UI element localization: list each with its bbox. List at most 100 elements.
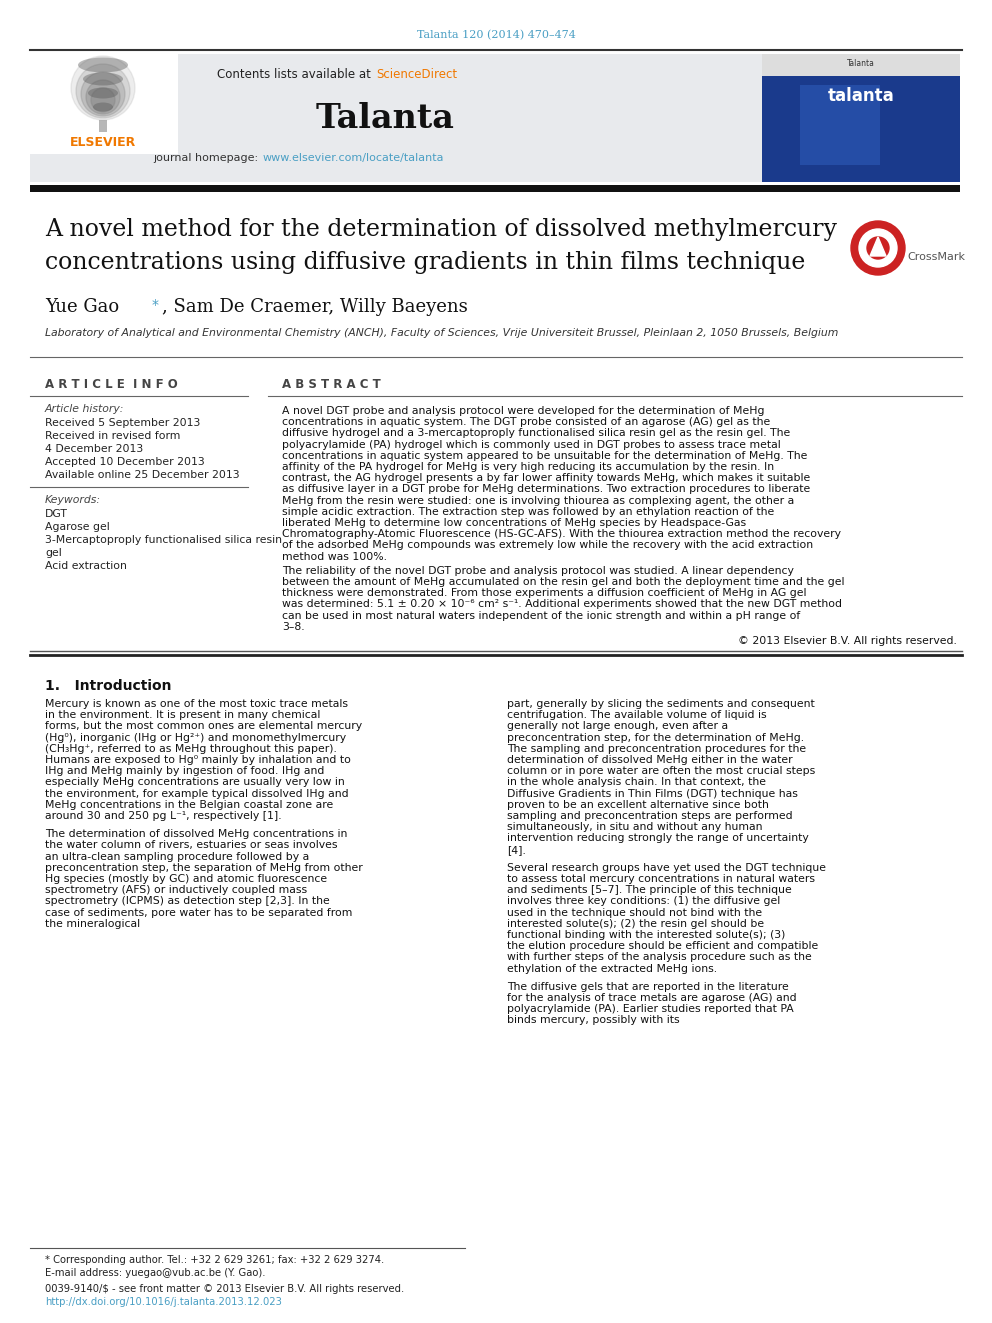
Text: The sampling and preconcentration procedures for the: The sampling and preconcentration proced… [507, 744, 806, 754]
Text: case of sediments, pore water has to be separated from: case of sediments, pore water has to be … [45, 908, 352, 918]
Text: interested solute(s); (2) the resin gel should be: interested solute(s); (2) the resin gel … [507, 918, 764, 929]
Text: the mineralogical: the mineralogical [45, 918, 140, 929]
Text: A R T I C L E  I N F O: A R T I C L E I N F O [45, 378, 178, 392]
Text: 3–8.: 3–8. [282, 622, 305, 632]
Ellipse shape [78, 57, 128, 73]
Text: intervention reducing strongly the range of uncertainty: intervention reducing strongly the range… [507, 833, 808, 843]
Circle shape [91, 89, 115, 112]
Bar [800, 85, 880, 165]
Text: , Sam De Craemer, Willy Baeyens: , Sam De Craemer, Willy Baeyens [162, 298, 468, 316]
Text: was determined: 5.1 ± 0.20 × 10⁻⁶ cm² s⁻¹. Additional experiments showed that th: was determined: 5.1 ± 0.20 × 10⁻⁶ cm² s⁻… [282, 599, 842, 610]
Text: 0039-9140/$ - see front matter © 2013 Elsevier B.V. All rights reserved.: 0039-9140/$ - see front matter © 2013 El… [45, 1285, 405, 1294]
Text: A novel method for the determination of dissolved methylmercury
concentrations u: A novel method for the determination of … [45, 218, 837, 274]
Bar [30, 185, 960, 192]
Text: polyacrylamide (PA) hydrogel which is commonly used in DGT probes to assess trac: polyacrylamide (PA) hydrogel which is co… [282, 439, 781, 450]
Text: journal homepage:: journal homepage: [154, 153, 262, 163]
Text: Diffusive Gradients in Thin Films (DGT) technique has: Diffusive Gradients in Thin Films (DGT) … [507, 789, 798, 799]
Text: (Hg⁰), inorganic (IHg or Hg²⁺) and monomethylmercury: (Hg⁰), inorganic (IHg or Hg²⁺) and monom… [45, 733, 346, 742]
Text: an ultra-clean sampling procedure followed by a: an ultra-clean sampling procedure follow… [45, 852, 310, 861]
Text: the water column of rivers, estuaries or seas involves: the water column of rivers, estuaries or… [45, 840, 337, 851]
Text: simultaneously, in situ and without any human: simultaneously, in situ and without any … [507, 822, 763, 832]
Text: of the adsorbed MeHg compounds was extremely low while the recovery with the aci: of the adsorbed MeHg compounds was extre… [282, 540, 813, 550]
Bar [762, 54, 960, 183]
Text: Humans are exposed to Hg⁰ mainly by inhalation and to: Humans are exposed to Hg⁰ mainly by inha… [45, 755, 351, 765]
Text: © 2013 Elsevier B.V. All rights reserved.: © 2013 Elsevier B.V. All rights reserved… [738, 636, 957, 646]
Circle shape [867, 237, 889, 259]
Text: preconcentration step, the separation of MeHg from other: preconcentration step, the separation of… [45, 863, 363, 873]
Text: 3-Mercaptoproply functionalised silica resin: 3-Mercaptoproply functionalised silica r… [45, 534, 282, 545]
Text: Laboratory of Analytical and Environmental Chemistry (ANCH), Faculty of Sciences: Laboratory of Analytical and Environment… [45, 328, 838, 337]
Circle shape [81, 71, 125, 116]
Text: The diffusive gels that are reported in the literature: The diffusive gels that are reported in … [507, 982, 789, 992]
Text: thickness were demonstrated. From those experiments a diffusion coefficient of M: thickness were demonstrated. From those … [282, 589, 806, 598]
Text: as diffusive layer in a DGT probe for MeHg determinations. Two extraction proced: as diffusive layer in a DGT probe for Me… [282, 484, 810, 495]
Ellipse shape [83, 73, 123, 86]
Text: Contents lists available at: Contents lists available at [217, 69, 375, 82]
Text: Hg species (mostly by GC) and atomic fluorescence: Hg species (mostly by GC) and atomic flu… [45, 875, 327, 884]
Text: Talanta: Talanta [315, 102, 454, 135]
Bar [99, 120, 107, 132]
Bar [762, 75, 960, 183]
Text: A B S T R A C T: A B S T R A C T [282, 378, 381, 392]
Text: 4 December 2013: 4 December 2013 [45, 445, 143, 454]
Text: concentrations in aquatic system. The DGT probe consisted of an agarose (AG) gel: concentrations in aquatic system. The DG… [282, 417, 770, 427]
Text: the environment, for example typical dissolved IHg and: the environment, for example typical dis… [45, 789, 348, 799]
Text: the elution procedure should be efficient and compatible: the elution procedure should be efficien… [507, 941, 818, 951]
Text: The determination of dissolved MeHg concentrations in: The determination of dissolved MeHg conc… [45, 830, 347, 839]
Text: Talanta: Talanta [847, 60, 875, 69]
Text: Mercury is known as one of the most toxic trace metals: Mercury is known as one of the most toxi… [45, 699, 348, 709]
Ellipse shape [88, 87, 118, 98]
Text: with further steps of the analysis procedure such as the: with further steps of the analysis proce… [507, 953, 811, 962]
Text: affinity of the PA hydrogel for MeHg is very high reducing its accumulation by t: affinity of the PA hydrogel for MeHg is … [282, 462, 774, 472]
Text: around 30 and 250 pg L⁻¹, respectively [1].: around 30 and 250 pg L⁻¹, respectively [… [45, 811, 282, 822]
Text: (CH₃Hg⁺, referred to as MeHg throughout this paper).: (CH₃Hg⁺, referred to as MeHg throughout … [45, 744, 337, 754]
Text: centrifugation. The available volume of liquid is: centrifugation. The available volume of … [507, 710, 767, 720]
Text: simple acidic extraction. The extraction step was followed by an ethylation reac: simple acidic extraction. The extraction… [282, 507, 774, 517]
Text: for the analysis of trace metals are agarose (AG) and: for the analysis of trace metals are aga… [507, 994, 797, 1003]
Text: generally not large enough, even after a: generally not large enough, even after a [507, 721, 728, 732]
Circle shape [859, 229, 897, 267]
Text: * Corresponding author. Tel.: +32 2 629 3261; fax: +32 2 629 3274.: * Corresponding author. Tel.: +32 2 629 … [45, 1256, 384, 1265]
Text: Chromatography-Atomic Fluorescence (HS-GC-AFS). With the thiourea extraction met: Chromatography-Atomic Fluorescence (HS-G… [282, 529, 841, 540]
Text: spectrometry (AFS) or inductively coupled mass: spectrometry (AFS) or inductively couple… [45, 885, 308, 896]
Text: between the amount of MeHg accumulated on the resin gel and both the deployment : between the amount of MeHg accumulated o… [282, 577, 844, 587]
Text: can be used in most natural waters independent of the ionic strength and within : can be used in most natural waters indep… [282, 611, 801, 620]
Text: Several research groups have yet used the DGT technique: Several research groups have yet used th… [507, 863, 826, 873]
Text: to assess total mercury concentrations in natural waters: to assess total mercury concentrations i… [507, 875, 815, 884]
Text: Keywords:: Keywords: [45, 495, 101, 505]
Text: forms, but the most common ones are elemental mercury: forms, but the most common ones are elem… [45, 721, 362, 732]
Circle shape [71, 56, 135, 120]
Text: spectrometry (ICPMS) as detection step [2,3]. In the: spectrometry (ICPMS) as detection step [… [45, 897, 329, 906]
Text: A novel DGT probe and analysis protocol were developed for the determination of : A novel DGT probe and analysis protocol … [282, 406, 765, 415]
Text: E-mail address: yuegao@vub.ac.be (Y. Gao).: E-mail address: yuegao@vub.ac.be (Y. Gao… [45, 1267, 266, 1278]
Text: 1.   Introduction: 1. Introduction [45, 679, 172, 693]
Bar [30, 54, 960, 183]
Text: in the whole analysis chain. In that context, the: in the whole analysis chain. In that con… [507, 778, 766, 787]
Circle shape [86, 79, 120, 114]
Text: concentrations in aquatic system appeared to be unsuitable for the determination: concentrations in aquatic system appeare… [282, 451, 807, 460]
Circle shape [76, 64, 130, 118]
Text: diffusive hydrogel and a 3-mercaptoproply functionalised silica resin gel as the: diffusive hydrogel and a 3-mercaptopropl… [282, 429, 791, 438]
Text: www.elsevier.com/locate/talanta: www.elsevier.com/locate/talanta [263, 153, 444, 163]
Circle shape [851, 221, 905, 275]
Text: Accepted 10 December 2013: Accepted 10 December 2013 [45, 456, 204, 467]
Text: Article history:: Article history: [45, 404, 124, 414]
Text: The reliability of the novel DGT probe and analysis protocol was studied. A line: The reliability of the novel DGT probe a… [282, 566, 794, 576]
Text: functional binding with the interested solute(s); (3): functional binding with the interested s… [507, 930, 786, 941]
Text: Received in revised form: Received in revised form [45, 431, 181, 441]
Text: especially MeHg concentrations are usually very low in: especially MeHg concentrations are usual… [45, 778, 345, 787]
Text: [4].: [4]. [507, 844, 526, 855]
Text: column or in pore water are often the most crucial steps: column or in pore water are often the mo… [507, 766, 815, 777]
Text: MeHg from the resin were studied: one is involving thiourea as complexing agent,: MeHg from the resin were studied: one is… [282, 496, 795, 505]
Text: in the environment. It is present in many chemical: in the environment. It is present in man… [45, 710, 320, 720]
Text: *: * [152, 298, 159, 312]
Text: IHg and MeHg mainly by ingestion of food. IHg and: IHg and MeHg mainly by ingestion of food… [45, 766, 324, 777]
Text: proven to be an excellent alternative since both: proven to be an excellent alternative si… [507, 800, 769, 810]
Text: Talanta 120 (2014) 470–474: Talanta 120 (2014) 470–474 [417, 30, 575, 40]
Text: ELSEVIER: ELSEVIER [69, 136, 136, 149]
Text: binds mercury, possibly with its: binds mercury, possibly with its [507, 1015, 680, 1025]
Text: sampling and preconcentration steps are performed: sampling and preconcentration steps are … [507, 811, 793, 822]
Text: determination of dissolved MeHg either in the water: determination of dissolved MeHg either i… [507, 755, 793, 765]
Text: ethylation of the extracted MeHg ions.: ethylation of the extracted MeHg ions. [507, 963, 717, 974]
Polygon shape [870, 237, 886, 255]
